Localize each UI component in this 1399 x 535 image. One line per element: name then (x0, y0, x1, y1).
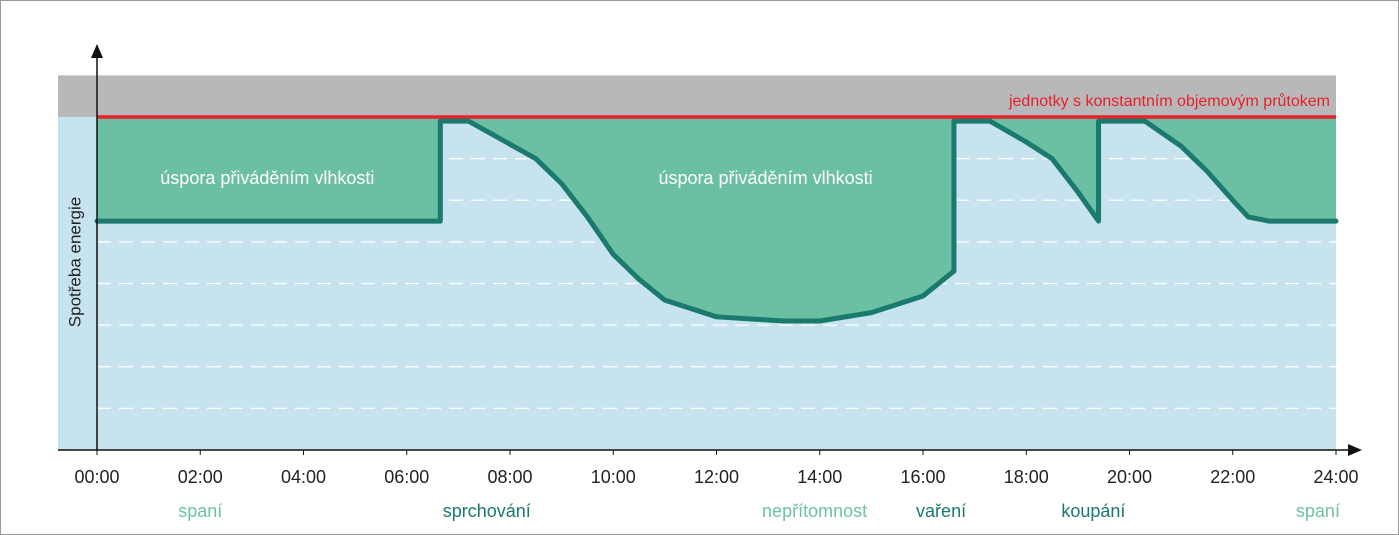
reference-label: jednotky s konstantním objemovým průtoke… (1008, 92, 1330, 110)
activity-label: vaření (916, 501, 966, 521)
x-tick-label: 00:00 (74, 467, 119, 487)
x-tick-label: 12:00 (694, 467, 739, 487)
area-label: úspora přiváděním vlhkosti (160, 168, 374, 188)
x-tick-label: 08:00 (487, 467, 532, 487)
x-axis-arrow (1348, 444, 1362, 456)
x-tick-label: 22:00 (1210, 467, 1255, 487)
x-tick-label: 24:00 (1313, 467, 1358, 487)
y-axis-arrow (91, 44, 103, 58)
x-tick-label: 20:00 (1107, 467, 1152, 487)
activity-label: sprchování (443, 501, 531, 521)
x-tick-label: 16:00 (900, 467, 945, 487)
activity-label: nepřítomnost (762, 501, 867, 521)
x-tick-label: 04:00 (281, 467, 326, 487)
x-tick-label: 06:00 (384, 467, 429, 487)
energy-line (94, 118, 1339, 324)
x-tick-label: 18:00 (1004, 467, 1049, 487)
saving-area (97, 117, 1336, 321)
x-tick-label: 14:00 (797, 467, 842, 487)
y-axis-label: Spotřeba energie (65, 197, 84, 327)
activity-label: koupání (1061, 501, 1125, 521)
activity-label: spaní (178, 501, 222, 521)
activity-label: spaní (1296, 501, 1340, 521)
x-tick-label: 02:00 (178, 467, 223, 487)
x-tick-label: 10:00 (591, 467, 636, 487)
band (58, 75, 1336, 118)
plot: jednotky s konstantním objemovým průtoke… (58, 44, 1362, 521)
area-label: úspora přiváděním vlhkosti (658, 168, 872, 188)
